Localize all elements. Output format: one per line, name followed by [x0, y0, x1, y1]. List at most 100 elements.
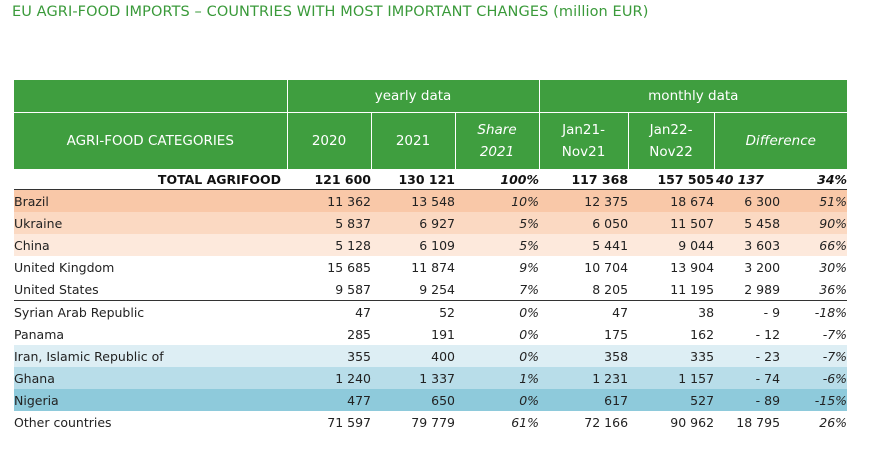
value-jan21-nov21: 6 050	[592, 215, 629, 231]
value-jan21-nov21: 358	[604, 348, 629, 364]
value-jan21-nov21: 1 231	[592, 370, 629, 386]
difference-pct: -18%	[814, 304, 848, 320]
difference-value: - 23	[755, 348, 781, 364]
value-2020: 47	[355, 304, 371, 320]
difference-value: - 89	[755, 392, 781, 408]
table-row: United States 9 587 9 254 7% 8 205 11 195 2 98…	[14, 278, 848, 301]
value-jan21-nov21: 12 375	[584, 193, 629, 209]
total-label: TOTAL AGRIFOOD	[157, 171, 281, 187]
header-m2-line2: Nov22	[649, 144, 693, 160]
country-name: Iran, Islamic Republic of	[14, 348, 164, 364]
value-2021: 6 109	[419, 237, 455, 253]
total-2021: 130 121	[398, 171, 455, 187]
difference-value: - 9	[763, 304, 781, 320]
value-2020: 355	[347, 348, 371, 364]
value-jan22-nov22: 90 962	[670, 414, 715, 430]
share-2021: 1%	[519, 370, 540, 386]
table-row: Ghana 1 240 1 337 1% 1 231 1 157 - 74 -6%	[14, 367, 848, 389]
value-2020: 9 587	[335, 281, 371, 297]
header-agri-food-categories: AGRI-FOOD CATEGORIES	[14, 112, 288, 169]
share-2021: 7%	[519, 281, 540, 297]
table-row: Brazil 11 362 13 548 10% 12 375 18 674 6 300 51…	[14, 189, 848, 212]
value-jan22-nov22: 13 904	[670, 259, 715, 275]
country-name: Other countries	[14, 414, 112, 430]
difference-value: 3 603	[744, 237, 781, 253]
share-2021: 61%	[511, 414, 540, 430]
country-name: United States	[14, 281, 99, 297]
share-2021: 0%	[519, 304, 540, 320]
difference-pct: 30%	[819, 259, 848, 275]
difference-pct: 90%	[819, 215, 848, 231]
table-row: Ukraine 5 837 6 927 5% 6 050 11 507 5 458 90%	[14, 212, 848, 234]
country-name: China	[14, 237, 50, 253]
header-m2-line1: Jan22-	[649, 122, 693, 138]
difference-value: - 12	[755, 326, 781, 342]
country-name: Panama	[14, 326, 65, 342]
difference-value: 6 300	[744, 193, 781, 209]
value-2021: 11 874	[411, 259, 455, 275]
value-2021: 400	[431, 348, 455, 364]
header-jan22-nov22: Jan22- Nov22	[628, 112, 715, 169]
difference-pct: -7%	[822, 326, 848, 342]
difference-pct: 36%	[819, 281, 848, 297]
difference-pct: 51%	[819, 193, 848, 209]
difference-pct: 66%	[819, 237, 848, 253]
value-2021: 79 779	[411, 414, 455, 430]
share-2021: 9%	[519, 259, 540, 275]
difference-pct: -15%	[814, 392, 848, 408]
share-2021: 0%	[519, 326, 540, 342]
value-jan22-nov22: 527	[690, 392, 715, 408]
country-name: Ukraine	[14, 215, 63, 231]
header-m1-line2: Nov21	[561, 144, 606, 160]
table-row: Iran, Islamic Republic of 355 400 0% 358 335 -…	[14, 345, 848, 367]
difference-value: 18 795	[736, 414, 781, 430]
value-2020: 11 362	[327, 193, 371, 209]
header-share-line1: Share	[477, 122, 517, 138]
value-jan21-nov21: 617	[604, 392, 629, 408]
value-2021: 191	[431, 326, 455, 342]
country-name: Ghana	[14, 370, 55, 386]
value-2020: 285	[347, 326, 371, 342]
imports-table: yearly data monthly data AGRI-FOOD CATEG…	[14, 80, 848, 433]
difference-value: 2 989	[744, 281, 781, 297]
value-2021: 1 337	[419, 370, 455, 386]
total-2020: 121 600	[314, 171, 371, 187]
share-2021: 0%	[519, 392, 540, 408]
country-name: Brazil	[14, 193, 49, 209]
header-2020: 2020	[287, 112, 372, 169]
table-row: Nigeria 477 650 0% 617 527 - 89 -15%	[14, 389, 848, 411]
header-blank	[14, 80, 288, 113]
table-row: Other countries 71 597 79 779 61% 72 166 90 9…	[14, 411, 848, 433]
value-2021: 9 254	[419, 281, 455, 297]
share-2021: 5%	[519, 237, 540, 253]
value-2020: 1 240	[335, 370, 371, 386]
table-row: Panama 285 191 0% 175 162 - 12 -7%	[14, 323, 848, 345]
value-jan22-nov22: 18 674	[670, 193, 715, 209]
total-row: TOTAL AGRIFOOD 121 600 130 121 100% 117 …	[14, 169, 848, 190]
header-yearly-data: yearly data	[287, 80, 540, 113]
country-name: Syrian Arab Republic	[14, 304, 145, 320]
header-share-line2: 2021	[479, 144, 515, 160]
value-jan21-nov21: 47	[612, 304, 629, 320]
difference-pct: -6%	[822, 370, 848, 386]
value-2020: 15 685	[327, 259, 371, 275]
share-2021: 10%	[511, 193, 540, 209]
value-2021: 6 927	[419, 215, 455, 231]
difference-value: - 74	[755, 370, 781, 386]
value-jan22-nov22: 335	[690, 348, 715, 364]
value-jan22-nov22: 162	[690, 326, 715, 342]
value-jan22-nov22: 11 195	[670, 281, 715, 297]
header-2021: 2021	[371, 112, 456, 169]
value-2021: 52	[439, 304, 455, 320]
difference-value: 5 458	[744, 215, 781, 231]
value-jan21-nov21: 175	[604, 326, 629, 342]
value-2020: 477	[347, 392, 371, 408]
value-2020: 5 128	[335, 237, 371, 253]
value-jan21-nov21: 10 704	[584, 259, 629, 275]
value-jan22-nov22: 9 044	[678, 237, 715, 253]
header-monthly-data: monthly data	[539, 80, 848, 113]
value-jan21-nov21: 8 205	[592, 281, 629, 297]
value-jan21-nov21: 5 441	[592, 237, 629, 253]
total-difference-pct: 34%	[817, 171, 848, 187]
total-share: 100%	[500, 171, 540, 187]
